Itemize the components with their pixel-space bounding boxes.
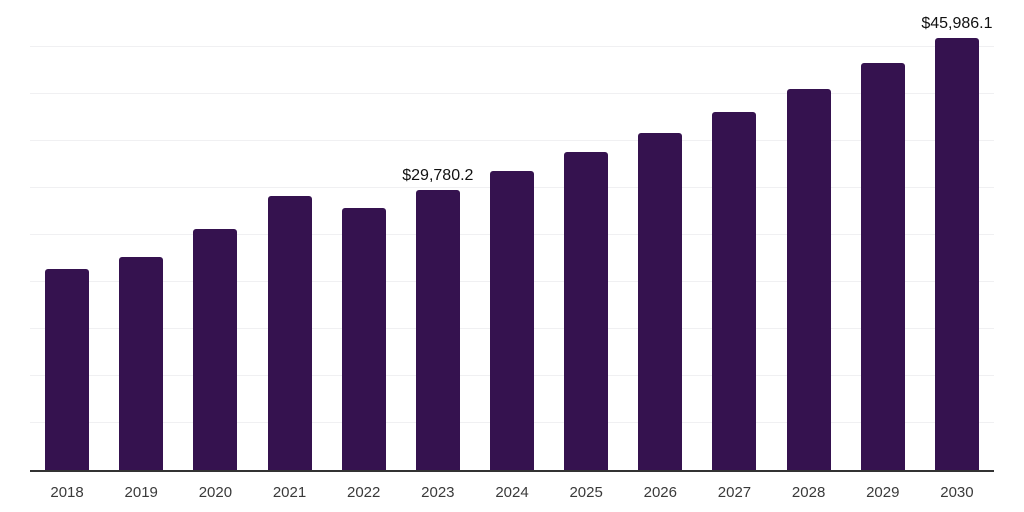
bar-2022 <box>341 207 386 470</box>
bar-2026 <box>638 133 683 470</box>
x-axis-label-2029: 2029 <box>866 484 900 501</box>
bar-2021 <box>267 196 312 470</box>
bar-2027 <box>712 111 757 470</box>
bar-2020 <box>193 229 238 470</box>
bar-value-label-2023: $29,780.2 <box>402 167 474 185</box>
plot-area: $29,780.2 $45,986.1 <box>30 0 994 472</box>
x-axis-labels: 2018 2019 2020 2021 2022 2023 2024 2025 2026 2027… <box>30 472 994 512</box>
bar-2030 <box>934 37 979 470</box>
x-axis-label-2023: 2023 <box>421 484 455 501</box>
x-axis-label-2021: 2021 <box>272 484 307 501</box>
x-axis-label-2018: 2018 <box>50 484 84 501</box>
x-axis-label-2028: 2028 <box>791 484 826 501</box>
gridline <box>30 140 994 141</box>
bar-value-label-2030: $45,986.1 <box>921 14 993 32</box>
gridline <box>30 46 994 47</box>
x-axis-label-2026: 2026 <box>643 484 677 501</box>
bar-2024 <box>490 171 534 470</box>
x-axis-label-2019: 2019 <box>124 484 158 501</box>
x-axis-label-2024: 2024 <box>495 484 529 501</box>
bar-2029 <box>860 62 905 470</box>
bar-2018 <box>45 268 90 470</box>
x-axis-label-2020: 2020 <box>198 484 233 501</box>
bar-2019 <box>119 256 164 470</box>
bar-2023 <box>415 190 460 470</box>
gridline <box>30 93 994 94</box>
x-axis-label-2022: 2022 <box>347 484 381 501</box>
bar-2028 <box>786 89 831 470</box>
x-axis-label-2025: 2025 <box>569 484 603 501</box>
x-axis-label-2030: 2030 <box>940 484 974 501</box>
x-axis-label-2027: 2027 <box>717 484 752 501</box>
bar-2025 <box>564 152 609 470</box>
